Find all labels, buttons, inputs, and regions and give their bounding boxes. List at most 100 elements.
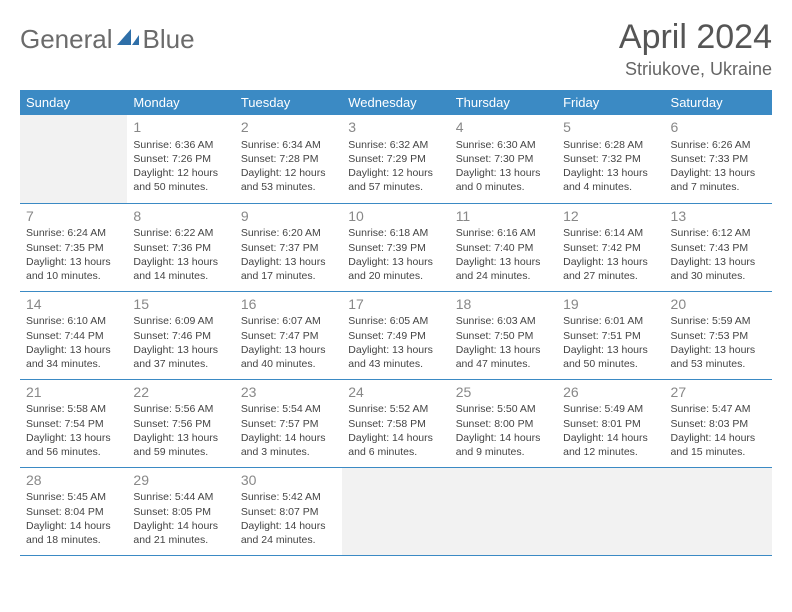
sunset-text: Sunset: 7:40 PM	[456, 241, 551, 255]
weekday-header: Monday	[127, 90, 234, 115]
sunrise-text: Sunrise: 6:26 AM	[671, 138, 766, 152]
day-number: 16	[241, 295, 336, 314]
day-number: 6	[671, 118, 766, 137]
calendar-day-cell: 30Sunrise: 5:42 AMSunset: 8:07 PMDayligh…	[235, 467, 342, 555]
daylight-text: Daylight: 14 hours and 3 minutes.	[241, 431, 336, 459]
day-number: 13	[671, 207, 766, 226]
sunset-text: Sunset: 8:04 PM	[26, 505, 121, 519]
day-number: 12	[563, 207, 658, 226]
sunset-text: Sunset: 8:01 PM	[563, 417, 658, 431]
daylight-text: Daylight: 13 hours and 34 minutes.	[26, 343, 121, 371]
sunrise-text: Sunrise: 6:34 AM	[241, 138, 336, 152]
calendar-empty-cell	[450, 467, 557, 555]
calendar-day-cell: 29Sunrise: 5:44 AMSunset: 8:05 PMDayligh…	[127, 467, 234, 555]
calendar-week-row: 21Sunrise: 5:58 AMSunset: 7:54 PMDayligh…	[20, 379, 772, 467]
daylight-text: Daylight: 12 hours and 50 minutes.	[133, 166, 228, 194]
daylight-text: Daylight: 13 hours and 53 minutes.	[671, 343, 766, 371]
sunset-text: Sunset: 7:47 PM	[241, 329, 336, 343]
sunrise-text: Sunrise: 5:47 AM	[671, 402, 766, 416]
calendar-head: SundayMondayTuesdayWednesdayThursdayFrid…	[20, 90, 772, 115]
sunrise-text: Sunrise: 6:10 AM	[26, 314, 121, 328]
day-number: 15	[133, 295, 228, 314]
weekday-header: Thursday	[450, 90, 557, 115]
day-number: 25	[456, 383, 551, 402]
day-number: 24	[348, 383, 443, 402]
calendar-day-cell: 15Sunrise: 6:09 AMSunset: 7:46 PMDayligh…	[127, 291, 234, 379]
sunset-text: Sunset: 8:05 PM	[133, 505, 228, 519]
sunrise-text: Sunrise: 5:45 AM	[26, 490, 121, 504]
day-number: 14	[26, 295, 121, 314]
daylight-text: Daylight: 14 hours and 18 minutes.	[26, 519, 121, 547]
sunset-text: Sunset: 7:35 PM	[26, 241, 121, 255]
calendar-week-row: 1Sunrise: 6:36 AMSunset: 7:26 PMDaylight…	[20, 115, 772, 203]
weekday-header: Saturday	[665, 90, 772, 115]
daylight-text: Daylight: 14 hours and 21 minutes.	[133, 519, 228, 547]
calendar-day-cell: 6Sunrise: 6:26 AMSunset: 7:33 PMDaylight…	[665, 115, 772, 203]
calendar-day-cell: 1Sunrise: 6:36 AMSunset: 7:26 PMDaylight…	[127, 115, 234, 203]
sunrise-text: Sunrise: 6:22 AM	[133, 226, 228, 240]
sunrise-text: Sunrise: 6:03 AM	[456, 314, 551, 328]
sunrise-text: Sunrise: 6:05 AM	[348, 314, 443, 328]
calendar-table: SundayMondayTuesdayWednesdayThursdayFrid…	[20, 90, 772, 556]
calendar-empty-cell	[20, 115, 127, 203]
day-number: 29	[133, 471, 228, 490]
sunrise-text: Sunrise: 6:30 AM	[456, 138, 551, 152]
sunset-text: Sunset: 8:03 PM	[671, 417, 766, 431]
sunset-text: Sunset: 7:32 PM	[563, 152, 658, 166]
calendar-empty-cell	[557, 467, 664, 555]
calendar-day-cell: 25Sunrise: 5:50 AMSunset: 8:00 PMDayligh…	[450, 379, 557, 467]
calendar-empty-cell	[342, 467, 449, 555]
sunrise-text: Sunrise: 5:58 AM	[26, 402, 121, 416]
daylight-text: Daylight: 14 hours and 12 minutes.	[563, 431, 658, 459]
daylight-text: Daylight: 13 hours and 0 minutes.	[456, 166, 551, 194]
day-number: 5	[563, 118, 658, 137]
day-number: 8	[133, 207, 228, 226]
logo: General Blue	[20, 18, 195, 55]
month-title: April 2024	[619, 18, 772, 57]
daylight-text: Daylight: 13 hours and 7 minutes.	[671, 166, 766, 194]
calendar-day-cell: 2Sunrise: 6:34 AMSunset: 7:28 PMDaylight…	[235, 115, 342, 203]
calendar-day-cell: 28Sunrise: 5:45 AMSunset: 8:04 PMDayligh…	[20, 467, 127, 555]
weekday-header: Sunday	[20, 90, 127, 115]
daylight-text: Daylight: 14 hours and 24 minutes.	[241, 519, 336, 547]
sunset-text: Sunset: 7:56 PM	[133, 417, 228, 431]
day-number: 3	[348, 118, 443, 137]
daylight-text: Daylight: 14 hours and 9 minutes.	[456, 431, 551, 459]
day-number: 7	[26, 207, 121, 226]
sunset-text: Sunset: 7:58 PM	[348, 417, 443, 431]
calendar-empty-cell	[665, 467, 772, 555]
calendar-day-cell: 21Sunrise: 5:58 AMSunset: 7:54 PMDayligh…	[20, 379, 127, 467]
daylight-text: Daylight: 13 hours and 40 minutes.	[241, 343, 336, 371]
daylight-text: Daylight: 14 hours and 15 minutes.	[671, 431, 766, 459]
day-number: 30	[241, 471, 336, 490]
weekday-header: Tuesday	[235, 90, 342, 115]
daylight-text: Daylight: 12 hours and 53 minutes.	[241, 166, 336, 194]
sunset-text: Sunset: 7:54 PM	[26, 417, 121, 431]
calendar-day-cell: 17Sunrise: 6:05 AMSunset: 7:49 PMDayligh…	[342, 291, 449, 379]
calendar-day-cell: 19Sunrise: 6:01 AMSunset: 7:51 PMDayligh…	[557, 291, 664, 379]
calendar-day-cell: 23Sunrise: 5:54 AMSunset: 7:57 PMDayligh…	[235, 379, 342, 467]
calendar-day-cell: 5Sunrise: 6:28 AMSunset: 7:32 PMDaylight…	[557, 115, 664, 203]
sunrise-text: Sunrise: 5:50 AM	[456, 402, 551, 416]
sunrise-text: Sunrise: 6:14 AM	[563, 226, 658, 240]
calendar-day-cell: 27Sunrise: 5:47 AMSunset: 8:03 PMDayligh…	[665, 379, 772, 467]
sunrise-text: Sunrise: 6:18 AM	[348, 226, 443, 240]
sunrise-text: Sunrise: 5:42 AM	[241, 490, 336, 504]
sunrise-text: Sunrise: 6:24 AM	[26, 226, 121, 240]
calendar-day-cell: 14Sunrise: 6:10 AMSunset: 7:44 PMDayligh…	[20, 291, 127, 379]
sunset-text: Sunset: 7:43 PM	[671, 241, 766, 255]
day-number: 17	[348, 295, 443, 314]
day-number: 28	[26, 471, 121, 490]
sunrise-text: Sunrise: 5:49 AM	[563, 402, 658, 416]
logo-text-general: General	[20, 24, 113, 55]
sunrise-text: Sunrise: 5:44 AM	[133, 490, 228, 504]
day-number: 20	[671, 295, 766, 314]
daylight-text: Daylight: 13 hours and 50 minutes.	[563, 343, 658, 371]
daylight-text: Daylight: 14 hours and 6 minutes.	[348, 431, 443, 459]
daylight-text: Daylight: 13 hours and 56 minutes.	[26, 431, 121, 459]
sunset-text: Sunset: 7:57 PM	[241, 417, 336, 431]
sunrise-text: Sunrise: 6:07 AM	[241, 314, 336, 328]
calendar-day-cell: 3Sunrise: 6:32 AMSunset: 7:29 PMDaylight…	[342, 115, 449, 203]
page-header: General Blue April 2024 Striukove, Ukrai…	[20, 18, 772, 80]
daylight-text: Daylight: 13 hours and 47 minutes.	[456, 343, 551, 371]
